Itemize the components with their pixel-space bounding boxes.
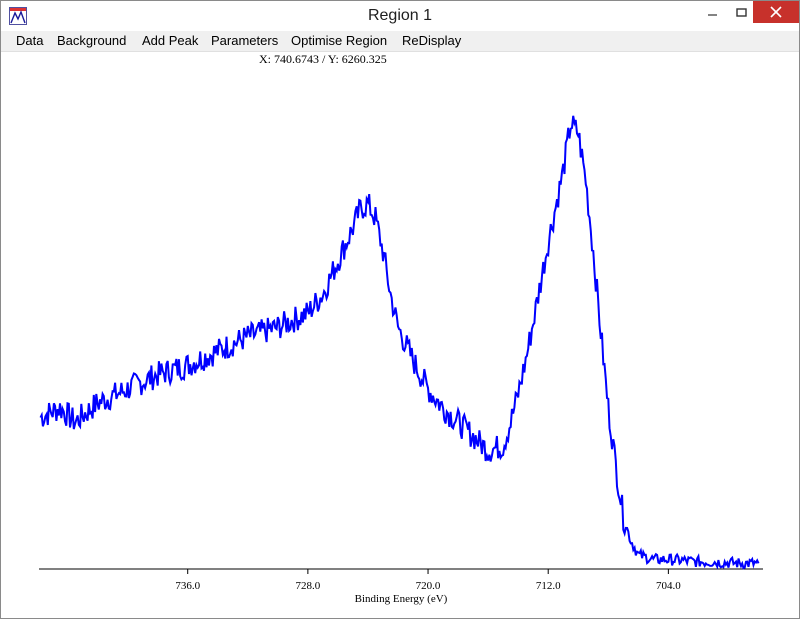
minimize-icon [708,14,717,16]
menu-item-parameters[interactable]: Parameters [211,33,279,48]
cursor-coordinate-readout: X: 740.6743 / Y: 6260.325 [259,52,387,66]
x-tick-label: 728.0 [295,580,320,592]
menu-item-data[interactable]: Data [16,33,44,48]
x-tick-label: 704.0 [656,580,681,592]
close-button[interactable] [753,1,799,23]
title-bar[interactable]: Region 1 [1,1,799,31]
maximize-button[interactable] [728,1,758,29]
window-title: Region 1 [367,7,433,24]
x-axis-ticks: 736.0 728.0 720.0 712.0 704.0 [175,569,681,592]
menu-item-add-peak[interactable]: Add Peak [142,33,199,48]
close-icon [770,6,782,18]
menu-item-optimise-region[interactable]: Optimise Region [291,33,388,48]
spectrum-trace [39,115,760,570]
menu-bar: Data Background Add Peak Parameters Opti… [1,31,799,52]
x-tick-label: 712.0 [536,580,561,592]
x-tick-label: 720.0 [416,580,441,592]
menu-item-background[interactable]: Background [57,33,127,48]
x-tick-label: 736.0 [175,580,200,592]
menu-item-redisplay[interactable]: ReDisplay [402,33,462,48]
minimize-button[interactable] [698,1,728,29]
maximize-icon [736,8,747,17]
app-icon [9,7,27,25]
x-axis-label: Binding Energy (eV) [354,593,448,605]
